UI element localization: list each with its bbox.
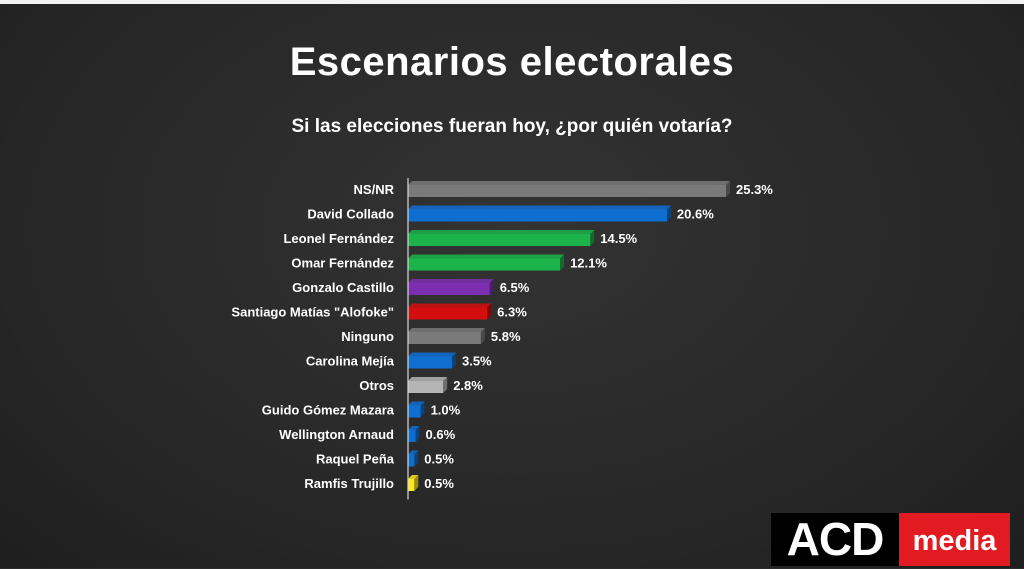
bar-side <box>414 450 419 467</box>
bar-side <box>489 279 494 295</box>
bar <box>408 185 726 197</box>
category-label: David Collado <box>307 207 394 222</box>
chart-subtitle: Si las elecciones fueran hoy, ¿por quién… <box>291 116 733 137</box>
bar-side <box>420 401 425 418</box>
bar-group: Guido Gómez Mazara 1.0% <box>262 401 461 418</box>
bar <box>408 479 415 491</box>
top-border <box>0 0 1024 4</box>
bar-top <box>408 230 595 234</box>
bar-group: Gonzalo Castillo 6.5% <box>292 279 530 295</box>
bar-side <box>590 230 595 246</box>
bar-group: Ramfis Trujillo 0.5% <box>304 475 454 491</box>
value-label: 1.0% <box>431 403 461 418</box>
bar <box>408 454 415 467</box>
value-label: 6.5% <box>500 280 530 295</box>
bar-group: Santiago Matías "Alofoke" 6.3% <box>231 303 527 320</box>
bar-side <box>415 426 420 442</box>
bar-side <box>726 181 730 197</box>
bar <box>408 209 667 222</box>
bar-top <box>408 377 448 381</box>
bar <box>408 283 490 295</box>
bar-top <box>408 401 425 406</box>
bar-group: Otros 2.8% <box>359 377 483 393</box>
bar-group: David Collado 20.6% <box>307 205 714 222</box>
category-label: Omar Fernández <box>291 256 394 271</box>
value-label: 20.6% <box>677 207 714 222</box>
category-label: Leonel Fernández <box>283 231 394 246</box>
bar-top <box>408 426 420 430</box>
category-label: Carolina Mejía <box>306 354 395 369</box>
value-label: 14.5% <box>600 231 637 246</box>
category-label: Ninguno <box>341 329 394 344</box>
bar <box>408 332 481 344</box>
bar-top <box>408 475 419 479</box>
bar-top <box>408 181 730 185</box>
chart-title: Escenarios electorales <box>289 40 735 84</box>
bar-side <box>451 352 456 369</box>
category-label: Gonzalo Castillo <box>292 280 394 295</box>
bar-top <box>408 303 492 308</box>
bar-group: Ninguno 5.8% <box>341 328 521 344</box>
bar-top <box>408 328 485 332</box>
value-label: 3.5% <box>462 354 492 369</box>
bar-top <box>408 279 494 283</box>
bar <box>408 307 488 320</box>
bar-group: Raquel Peña 0.5% <box>316 450 454 467</box>
value-label: 0.5% <box>424 476 454 491</box>
bar-group: Carolina Mejía 3.5% <box>306 352 492 369</box>
bar-side <box>560 254 565 271</box>
value-label: 6.3% <box>497 305 527 320</box>
category-label: NS/NR <box>354 182 395 197</box>
bar-group: Leonel Fernández 14.5% <box>283 230 638 246</box>
bar-side <box>487 303 492 320</box>
bar-side <box>443 377 448 393</box>
bar <box>408 381 444 393</box>
bar-group: Wellington Arnaud 0.6% <box>279 426 456 442</box>
bar-group: NS/NR 25.3% <box>354 181 773 197</box>
logo-acd-text: ACD <box>771 513 899 566</box>
category-label: Raquel Peña <box>316 452 395 467</box>
bar-top <box>408 352 456 357</box>
category-label: Ramfis Trujillo <box>304 476 394 491</box>
value-label: 12.1% <box>570 256 607 271</box>
bar-top <box>408 254 565 259</box>
bar <box>408 356 452 369</box>
value-label: 5.8% <box>491 329 521 344</box>
acd-media-logo: ACD media <box>771 513 1010 566</box>
bar-top <box>408 450 419 455</box>
bar-side <box>666 205 671 222</box>
value-label: 0.6% <box>426 427 456 442</box>
category-label: Otros <box>359 378 394 393</box>
bar <box>408 405 421 418</box>
value-label: 2.8% <box>453 378 483 393</box>
value-label: 25.3% <box>736 182 773 197</box>
category-label: Santiago Matías "Alofoke" <box>231 305 394 320</box>
bar <box>408 234 591 246</box>
bar-side <box>414 475 419 491</box>
bar-top <box>408 205 671 210</box>
bar <box>408 258 561 271</box>
logo-media-text: media <box>899 513 1010 566</box>
bar-side <box>480 328 485 344</box>
category-label: Guido Gómez Mazara <box>262 403 395 418</box>
bar <box>408 430 416 442</box>
bar-group: Omar Fernández 12.1% <box>291 254 607 271</box>
value-label: 0.5% <box>424 452 454 467</box>
category-label: Wellington Arnaud <box>279 427 394 442</box>
